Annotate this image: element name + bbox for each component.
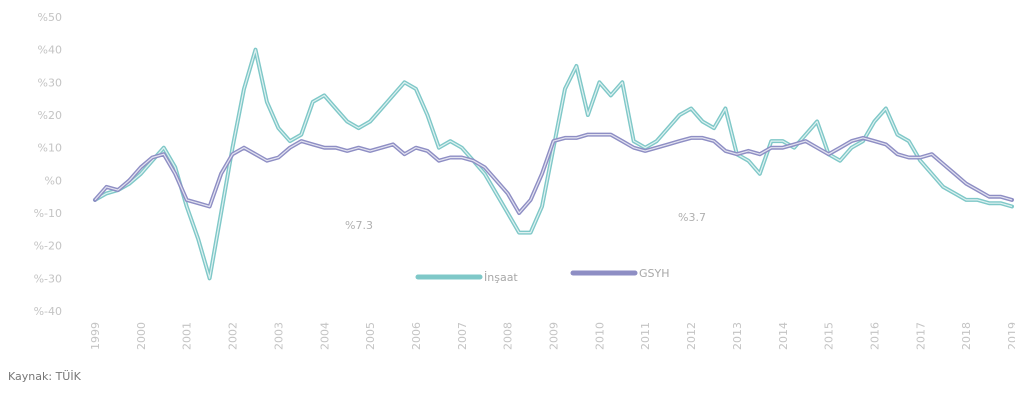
- x-tick-label: 2016: [868, 322, 881, 350]
- legend-label-insaat: İnşaat: [484, 271, 518, 284]
- series-line-insaat: [93, 47, 1014, 281]
- x-tick-label: 2011: [639, 322, 652, 350]
- y-tick-label: %20: [38, 109, 62, 122]
- y-tick-label: %-20: [34, 240, 62, 253]
- annotation-right: %3.7: [678, 211, 706, 224]
- source-value: TÜİK: [55, 370, 81, 383]
- legend: İnşaat GSYH: [415, 267, 670, 284]
- x-tick-label: 2003: [272, 322, 285, 350]
- x-tick-label: 2019: [1006, 322, 1015, 350]
- x-tick-label: 2015: [823, 322, 836, 350]
- x-tick-label: 2017: [914, 322, 927, 350]
- x-tick-label: 2012: [685, 322, 698, 350]
- y-tick-label: %10: [38, 142, 62, 155]
- x-tick-label: 2002: [227, 322, 240, 350]
- y-tick-label: %-30: [34, 272, 62, 285]
- line-chart: %50 %40 %30 %20 %10 %0 %-10 %-20 %-30 %-40 1999 20…: [34, 11, 1015, 350]
- y-tick-label: %50: [38, 11, 62, 24]
- series-line-gsyh-highlight: [94, 134, 1013, 214]
- x-tick-label: 2014: [777, 322, 790, 350]
- x-tick-label: 2000: [135, 322, 148, 350]
- y-tick-label: %30: [38, 76, 62, 89]
- x-tick-label: 2013: [731, 322, 744, 350]
- source-note: Kaynak: TÜİK: [8, 370, 81, 383]
- y-tick-label: %0: [45, 174, 62, 187]
- y-axis: %50 %40 %30 %20 %10 %0 %-10 %-20 %-30 %-40: [34, 11, 62, 318]
- x-tick-label: 2018: [960, 322, 973, 350]
- x-tick-label: 2005: [364, 322, 377, 350]
- x-tick-label: 2010: [593, 322, 606, 350]
- series-line-insaat-highlight: [94, 49, 1013, 279]
- annotations: %7.3 %3.7: [345, 211, 706, 232]
- source-label: Kaynak:: [8, 370, 53, 383]
- x-tick-label: 2001: [181, 322, 194, 350]
- annotation-left: %7.3: [345, 219, 373, 232]
- y-tick-label: %-10: [34, 207, 62, 220]
- x-tick-label: 2008: [502, 322, 515, 350]
- x-tick-label: 2004: [318, 322, 331, 350]
- x-tick-label: 1999: [89, 322, 102, 350]
- x-tick-label: 2007: [456, 322, 469, 350]
- y-tick-label: %40: [38, 44, 62, 57]
- x-tick-label: 2006: [410, 322, 423, 350]
- y-tick-label: %-40: [34, 305, 62, 318]
- x-axis: 1999 2000 2001 2002 2003 2004 2005 2006 2007 2008…: [89, 322, 1015, 350]
- legend-label-gsyh: GSYH: [639, 267, 670, 280]
- series-lines: [93, 47, 1014, 281]
- x-tick-label: 2009: [548, 322, 561, 350]
